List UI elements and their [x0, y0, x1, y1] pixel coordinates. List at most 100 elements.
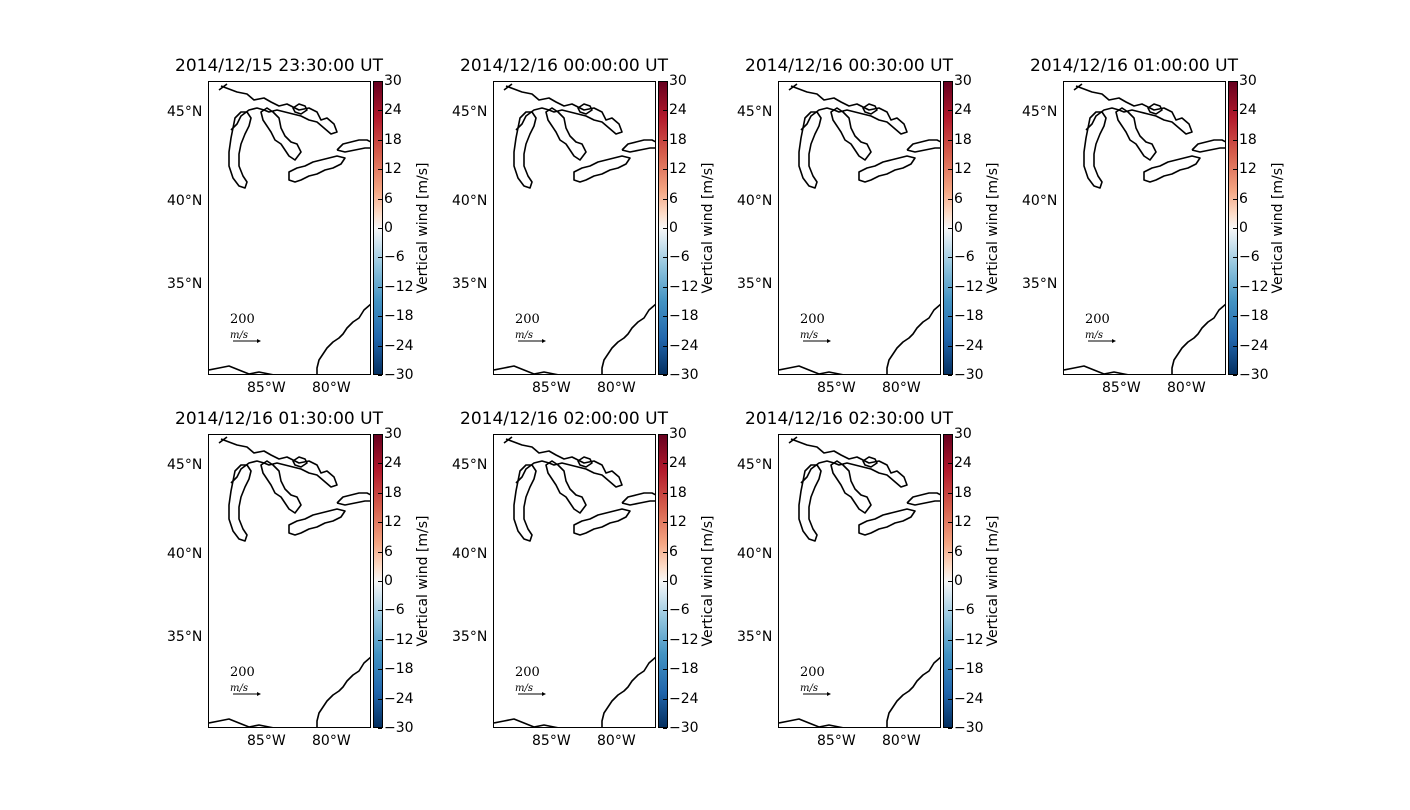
lat-label-45: 45°N	[737, 104, 773, 120]
colorbar-tick: −12	[948, 631, 984, 648]
colorbar-tick: 30	[948, 73, 972, 89]
colorbar-tick: −24	[1233, 337, 1269, 354]
lon-label-85w: 85°W	[532, 733, 571, 749]
colorbar-tick: −30	[948, 720, 984, 736]
colorbar-tick: −6	[663, 602, 690, 619]
quiver-key-label: 200 m/s	[1085, 312, 1110, 341]
colorbar-tick: 6	[948, 543, 963, 560]
lat-label-35: 35°N	[737, 276, 773, 292]
coastline-map	[779, 83, 940, 374]
coastline-map	[494, 83, 655, 374]
colorbar-tick: 24	[1233, 102, 1257, 119]
colorbar-tick: 12	[663, 161, 687, 178]
map-area	[778, 81, 941, 375]
colorbar-tick: −12	[378, 278, 414, 295]
colorbar-tick: −6	[948, 249, 975, 266]
colorbar-label: Vertical wind [m/s]	[415, 162, 431, 294]
colorbar-tick: −6	[378, 249, 405, 266]
colorbar-tick: −12	[948, 278, 984, 295]
lat-label-35: 35°N	[1022, 276, 1058, 292]
colorbar	[943, 81, 953, 375]
colorbar-tick: 24	[663, 455, 687, 472]
lat-label-40: 40°N	[452, 546, 488, 562]
colorbar-tick: −30	[948, 367, 984, 383]
lat-label-40: 40°N	[1022, 193, 1058, 209]
colorbar-tick: 12	[948, 161, 972, 178]
colorbar-tick: 0	[948, 220, 963, 236]
colorbar-label: Vertical wind [m/s]	[1270, 162, 1286, 294]
lat-label-35: 35°N	[452, 276, 488, 292]
lat-label-45: 45°N	[452, 457, 488, 473]
lon-label-85w: 85°W	[817, 733, 856, 749]
lon-label-85w: 85°W	[247, 733, 286, 749]
colorbar-tick: −6	[1233, 249, 1260, 266]
panel-title: 2014/12/16 01:00:00 UT	[1030, 56, 1238, 76]
lat-label-40: 40°N	[737, 193, 773, 209]
quiver-key-arrow	[803, 692, 831, 696]
lat-label-35: 35°N	[452, 629, 488, 645]
colorbar-tick: 18	[378, 131, 402, 148]
colorbar-tick: −18	[378, 308, 414, 325]
lat-label-35: 35°N	[167, 276, 203, 292]
quiver-key-label: 200 m/s	[515, 665, 540, 694]
quiver-key-arrow	[1088, 339, 1116, 343]
colorbar-tick: 30	[378, 426, 402, 442]
quiver-key-label: 200 m/s	[230, 665, 255, 694]
colorbar-tick: −6	[948, 602, 975, 619]
map-area	[1063, 81, 1226, 375]
map-area	[208, 434, 371, 728]
colorbar-tick: 24	[378, 455, 402, 472]
colorbar-tick: −30	[663, 367, 699, 383]
coastline-map	[209, 83, 370, 374]
colorbar-tick: 24	[378, 102, 402, 119]
lat-label-35: 35°N	[167, 629, 203, 645]
lon-label-80w: 80°W	[882, 733, 921, 749]
colorbar-label: Vertical wind [m/s]	[985, 515, 1001, 647]
colorbar-tick: 12	[948, 514, 972, 531]
colorbar-tick: −30	[1233, 367, 1269, 383]
colorbar-tick: 0	[1233, 220, 1248, 236]
colorbar-tick: 18	[663, 484, 687, 501]
colorbar-tick: −6	[378, 602, 405, 619]
panel-title: 2014/12/16 02:30:00 UT	[745, 409, 953, 429]
colorbar-tick: 18	[948, 131, 972, 148]
colorbar-tick: 24	[948, 102, 972, 119]
colorbar-label: Vertical wind [m/s]	[700, 162, 716, 294]
colorbar-tick: −30	[378, 367, 414, 383]
lat-label-40: 40°N	[167, 193, 203, 209]
quiver-key-label: 200 m/s	[800, 665, 825, 694]
lon-label-85w: 85°W	[1102, 380, 1141, 396]
quiver-key-arrow	[518, 692, 546, 696]
colorbar-tick: −24	[378, 690, 414, 707]
colorbar-tick: 12	[378, 514, 402, 531]
colorbar-tick: 6	[663, 543, 678, 560]
quiver-key-arrow	[803, 339, 831, 343]
colorbar-tick: 6	[1233, 190, 1248, 207]
colorbar-tick: −18	[948, 661, 984, 678]
quiver-key-arrow	[518, 339, 546, 343]
lat-label-40: 40°N	[452, 193, 488, 209]
coastline-map	[1064, 83, 1225, 374]
lon-label-80w: 80°W	[597, 380, 636, 396]
colorbar	[373, 434, 383, 728]
colorbar-tick: 30	[1233, 73, 1257, 89]
lon-label-85w: 85°W	[247, 380, 286, 396]
colorbar-label: Vertical wind [m/s]	[985, 162, 1001, 294]
colorbar-tick: −12	[663, 631, 699, 648]
colorbar-tick: −30	[663, 720, 699, 736]
lat-label-40: 40°N	[737, 546, 773, 562]
colorbar-tick: 6	[378, 543, 393, 560]
lat-label-45: 45°N	[452, 104, 488, 120]
colorbar-tick: 30	[663, 426, 687, 442]
colorbar-tick: 6	[663, 190, 678, 207]
colorbar-tick: 24	[663, 102, 687, 119]
colorbar-tick: −24	[948, 337, 984, 354]
colorbar-tick: −18	[1233, 308, 1269, 325]
colorbar-tick: 12	[663, 514, 687, 531]
colorbar-tick: 6	[948, 190, 963, 207]
colorbar-tick: −12	[663, 278, 699, 295]
lon-label-85w: 85°W	[532, 380, 571, 396]
panel-title: 2014/12/16 02:00:00 UT	[460, 409, 668, 429]
colorbar-tick: 30	[663, 73, 687, 89]
quiver-key-label: 200 m/s	[800, 312, 825, 341]
